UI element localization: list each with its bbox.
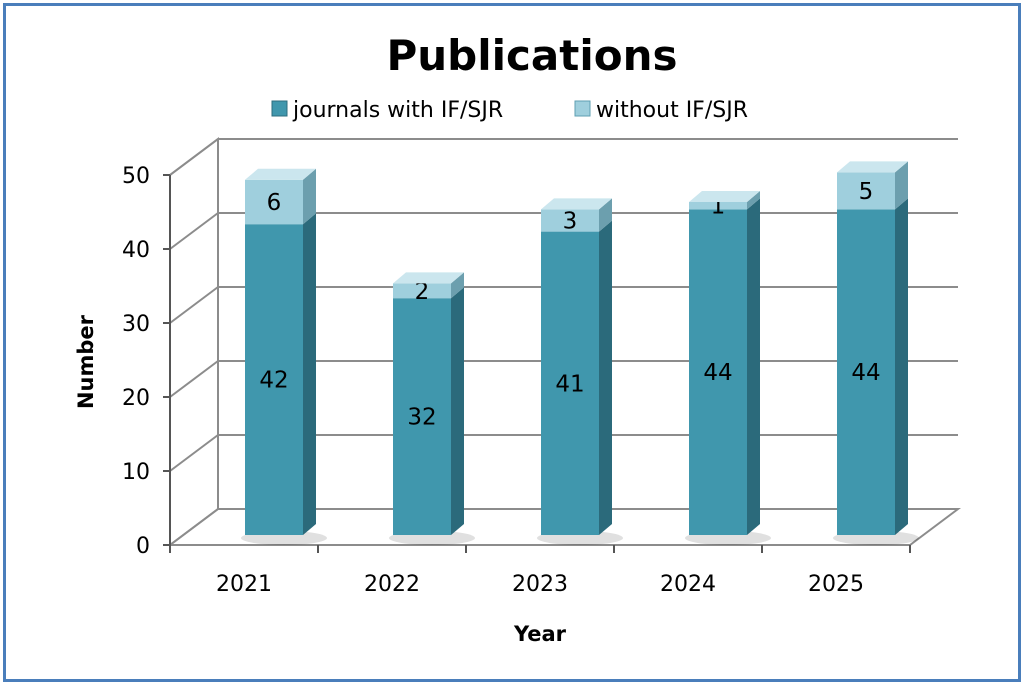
gridline-diagonal [169,212,219,250]
bar-segment-journals [837,209,895,535]
gridline-diagonal [169,434,219,472]
bar-segment-without [541,209,599,232]
y-tick-label: 20 [122,386,150,411]
bar-segment-journals [245,224,303,535]
data-label: 44 [851,360,880,386]
bar-side-0 [303,213,316,535]
bar-segment-without [837,172,895,210]
bar-group-2023: 41 3 [537,198,623,545]
y-tick-label: 10 [122,460,150,485]
data-label: 32 [407,405,436,431]
x-tick-label: 2023 [512,572,568,597]
bar-side-1 [303,168,316,225]
y-tick-label: 30 [122,312,150,337]
data-label: 44 [703,360,732,386]
legend-label-journals: journals with IF/SJR [292,98,503,123]
x-tick-label: 2022 [364,572,420,597]
bar-group-2025: 44 5 [833,161,919,545]
x-tick-label: 2025 [808,572,864,597]
y-tick-label: 40 [122,238,150,263]
legend-swatch-journals [271,100,288,117]
bar-segment-journals [393,298,451,535]
bar-top [541,198,612,210]
x-tick-label: 2021 [216,572,272,597]
bar-side-1 [451,272,464,299]
data-label: 42 [259,368,288,394]
bar-segment-journals [689,209,747,535]
gridline-diagonal [169,360,219,398]
data-label: 41 [555,371,584,397]
gridline-diagonal [169,138,219,176]
bar-side-0 [747,198,760,535]
bar-top [393,272,464,284]
bar-group-2022: 32 2 [389,272,475,545]
x-tick-label: 2024 [660,572,716,597]
data-label: 5 [859,179,874,205]
legend-label-without: without IF/SJR [596,98,748,123]
data-label: 6 [267,190,282,216]
y-tick-label: 50 [122,164,150,189]
y-axis-title: Number [74,314,98,409]
bar-segment-without [689,202,747,210]
data-label: 3 [563,209,578,235]
bar-side-1 [747,191,760,210]
bar-top [245,168,316,180]
bar-side-0 [451,287,464,535]
side-wall [169,137,219,547]
floor [167,508,961,546]
x-axis-title: Year [513,622,567,646]
bar-group-2021: 42 6 [241,168,327,545]
bar-segment-without [393,283,451,299]
legend-swatch-without [574,100,591,117]
gridline-diagonal [169,286,219,324]
bar-side-0 [599,220,612,535]
bar-side-1 [895,161,908,210]
bar-group-2024: 441 [685,191,771,545]
bar-segment-without [245,179,303,225]
bar-side-0 [895,198,908,535]
y-tick-label: 0 [136,534,150,559]
bar-side-1 [599,198,612,232]
bar-segment-journals [541,231,599,535]
bar-top [837,161,908,173]
data-label: 2 [415,279,430,305]
chart-title: Publications [386,31,677,80]
legend: journals with IF/SJR without IF/SJR [271,98,748,123]
bar-top [689,191,760,202]
